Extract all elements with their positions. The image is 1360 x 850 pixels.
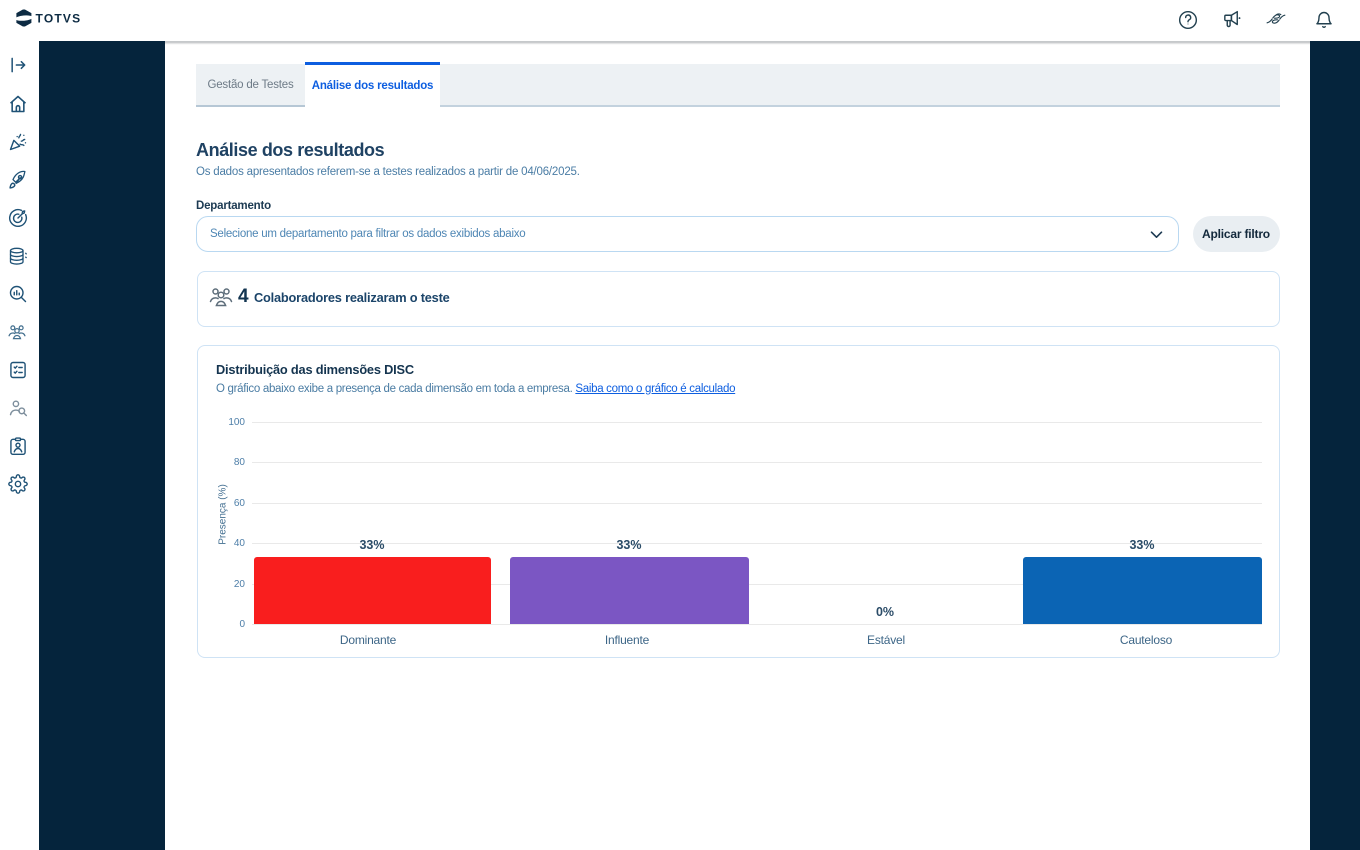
svg-text:TOTVS: TOTVS bbox=[36, 12, 82, 26]
